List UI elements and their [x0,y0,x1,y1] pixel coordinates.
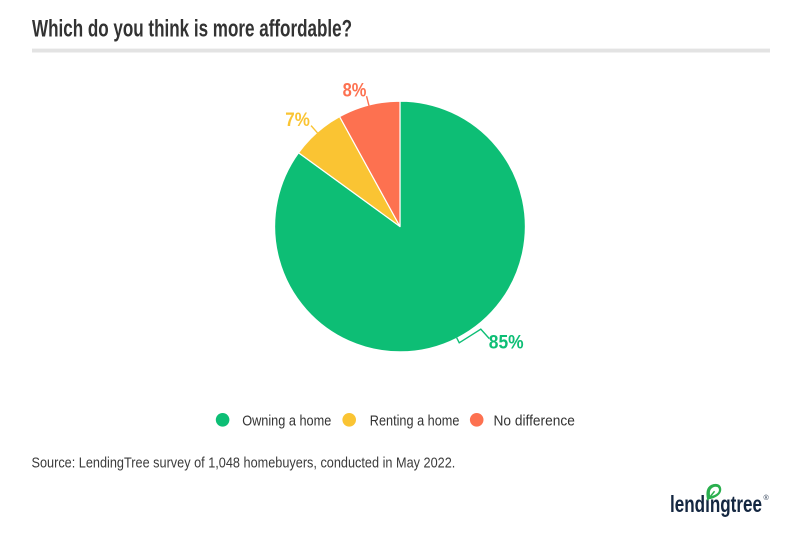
svg-text:Renting a home: Renting a home [370,412,460,429]
svg-text:7%: 7% [285,110,310,131]
svg-text:8%: 8% [343,81,367,102]
svg-text:Which do you think is more aff: Which do you think is more affordable? [32,16,352,43]
svg-text:85%: 85% [489,333,524,354]
svg-text:®: ® [764,494,770,502]
svg-text:No difference: No difference [494,412,575,429]
svg-text:Source: LendingTree survey of: Source: LendingTree survey of 1,048 home… [32,456,456,472]
svg-text:Owning a home: Owning a home [242,412,331,429]
